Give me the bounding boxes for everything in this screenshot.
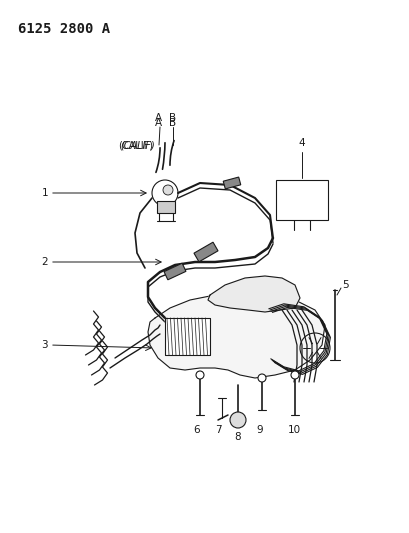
Bar [222, 177, 240, 189]
Bar [193, 242, 218, 262]
Bar [164, 263, 186, 280]
Circle shape [163, 185, 173, 195]
Text: (CALIF): (CALIF) [120, 140, 154, 150]
Text: 9: 9 [256, 425, 263, 435]
Bar [157, 201, 175, 213]
Circle shape [257, 374, 265, 382]
Text: (CALIF): (CALIF) [118, 140, 153, 150]
Polygon shape [148, 292, 324, 378]
Text: 6125 2800 A: 6125 2800 A [18, 22, 110, 36]
Text: B: B [169, 113, 176, 123]
Text: 8: 8 [234, 432, 241, 442]
Text: 5: 5 [341, 280, 348, 290]
Text: 4: 4 [298, 138, 305, 148]
Text: 10: 10 [287, 425, 300, 435]
Circle shape [196, 371, 204, 379]
Polygon shape [207, 276, 299, 312]
Text: 7: 7 [214, 425, 221, 435]
Text: 1: 1 [41, 188, 48, 198]
Text: B: B [169, 118, 176, 128]
Circle shape [229, 412, 245, 428]
Text: 2: 2 [41, 257, 48, 267]
Polygon shape [164, 318, 209, 355]
Text: A: A [154, 113, 161, 123]
Text: 6: 6 [193, 425, 200, 435]
Bar [275, 180, 327, 220]
Text: A: A [154, 118, 161, 128]
Circle shape [290, 371, 298, 379]
Text: 3: 3 [41, 340, 48, 350]
